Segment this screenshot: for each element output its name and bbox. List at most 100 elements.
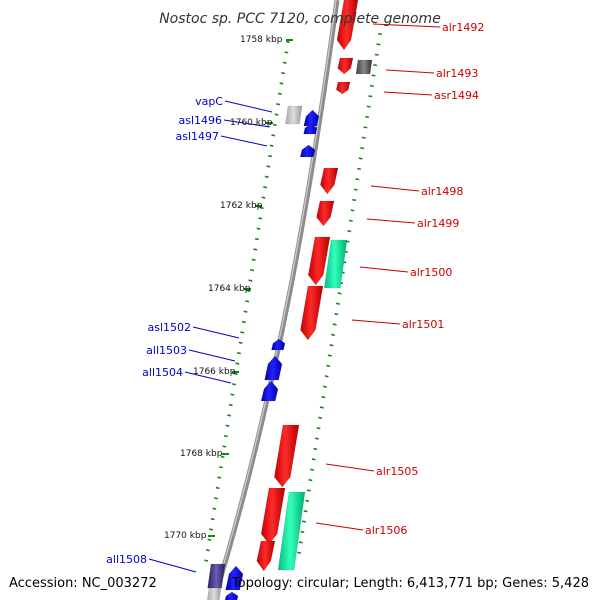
tick-marks (204, 32, 382, 562)
tick-mark (316, 427, 321, 430)
tick-mark (204, 559, 209, 562)
gene-label-vapC[interactable]: vapC (195, 95, 223, 108)
gene-asl1496b[interactable] (303, 123, 318, 135)
tick-mark (308, 478, 313, 482)
gene-alr1506[interactable] (260, 487, 286, 545)
kbp-label: 1758 kbp (240, 35, 283, 45)
tick-mark (284, 51, 289, 54)
gene-alr1498[interactable] (320, 167, 339, 195)
label-leaders (148, 23, 441, 573)
gene-label-asl1502[interactable]: asl1502 (147, 321, 191, 334)
tick-mark (300, 530, 305, 534)
gene-grey-bottom[interactable] (207, 587, 222, 600)
tick-mark (324, 375, 329, 378)
tick-mark (358, 157, 363, 160)
tick-mark (332, 323, 337, 326)
gene-asl1502[interactable] (271, 338, 286, 351)
tick-mark (222, 445, 227, 448)
leader-line (385, 69, 435, 74)
tick-mark (214, 497, 219, 500)
gene-alr1505[interactable] (274, 424, 300, 488)
tick-mark (253, 248, 258, 251)
gene-asl1497[interactable] (300, 144, 316, 158)
tick-mark (277, 92, 282, 96)
gene-label-alr1498[interactable]: alr1498 (421, 185, 463, 198)
tick-mark (374, 53, 379, 56)
gene-label-alr1506[interactable]: alr1506 (365, 524, 407, 537)
tick-mark (352, 198, 357, 202)
tick-mark (212, 507, 217, 510)
gene-label-alr1492[interactable]: alr1492 (442, 21, 484, 34)
gene-alr1499[interactable] (316, 200, 335, 227)
tick-mark (305, 499, 310, 503)
kbp-label: 1762 kbp (220, 201, 263, 211)
gene-grey-alr1493[interactable] (355, 59, 373, 75)
gene-label-alr1499[interactable]: alr1499 (417, 217, 459, 230)
leader-line (383, 91, 433, 96)
gene-all1504[interactable] (260, 380, 279, 402)
tick-mark (306, 489, 311, 492)
tick-mark (227, 414, 232, 417)
tick-mark (347, 229, 352, 233)
gene-label-asl1497[interactable]: asl1497 (175, 130, 219, 143)
leader-line (188, 349, 236, 362)
gene-label-alr1505[interactable]: alr1505 (376, 465, 418, 478)
gene-all1508-pseudo[interactable] (207, 563, 226, 589)
leader-line (359, 266, 409, 273)
tick-mark (272, 123, 277, 127)
rna-gene-lower[interactable] (277, 491, 306, 571)
gene-label-all1504[interactable]: all1504 (142, 366, 183, 379)
gene-label-alr1493[interactable]: alr1493 (436, 67, 478, 80)
tick-mark (326, 364, 331, 368)
tick-mark (337, 292, 342, 295)
leader-line (351, 319, 401, 325)
leader-line (223, 119, 271, 128)
tick-mark (376, 43, 381, 46)
tick-mark (335, 302, 340, 305)
gene-alr1501[interactable] (300, 285, 324, 341)
gene-alr1500[interactable] (308, 236, 331, 286)
tick-mark (218, 466, 223, 469)
gene-label-asl1496[interactable]: asl1496 (178, 114, 222, 127)
genome-axis-highlight (212, 0, 337, 600)
kbp-label: 1770 kbp (164, 531, 207, 541)
tick-mark (311, 458, 316, 461)
gene-label-all1508[interactable]: all1508 (106, 553, 147, 566)
gene-label-alr1501[interactable]: alr1501 (402, 318, 444, 331)
tick-mark (314, 437, 319, 440)
gene-blue-bottom[interactable] (224, 591, 239, 600)
tick-mark (228, 403, 233, 407)
tick-mark (321, 395, 326, 399)
tick-mark (327, 354, 332, 357)
gene-all1508[interactable] (225, 565, 244, 591)
gene-asr1494[interactable] (336, 81, 351, 95)
tick-mark (205, 549, 210, 552)
gene-vapC[interactable] (285, 105, 303, 125)
tick-mark (243, 310, 248, 313)
leader-line (325, 463, 375, 472)
kbp-label: 1764 kbp (208, 284, 251, 294)
leader-line (366, 218, 416, 224)
kbp-label: 1768 kbp (180, 449, 223, 459)
tick-mark (263, 186, 268, 189)
gene-asl1496[interactable] (303, 109, 320, 127)
gene-alr1492[interactable] (336, 0, 359, 51)
tick-mark (373, 63, 378, 67)
gene-label-all1503[interactable]: all1503 (146, 344, 187, 357)
gene-all1503[interactable] (264, 355, 283, 381)
tick-mark (371, 74, 376, 77)
tick-mark (250, 268, 254, 272)
gene-red-lower[interactable] (256, 540, 276, 572)
tick-mark (235, 362, 240, 365)
tick-mark (254, 237, 259, 241)
gene-label-asr1494[interactable]: asr1494 (434, 89, 479, 102)
tick-mark (282, 61, 287, 64)
tick-mark (248, 279, 253, 282)
gene-alr1493[interactable] (337, 57, 354, 75)
tick-mark (241, 320, 246, 324)
rna-gene-upper[interactable] (323, 239, 348, 289)
tick-mark (329, 344, 334, 347)
gene-label-alr1500[interactable]: alr1500 (410, 266, 452, 279)
leader-line (370, 185, 420, 192)
tick-mark (361, 136, 366, 139)
